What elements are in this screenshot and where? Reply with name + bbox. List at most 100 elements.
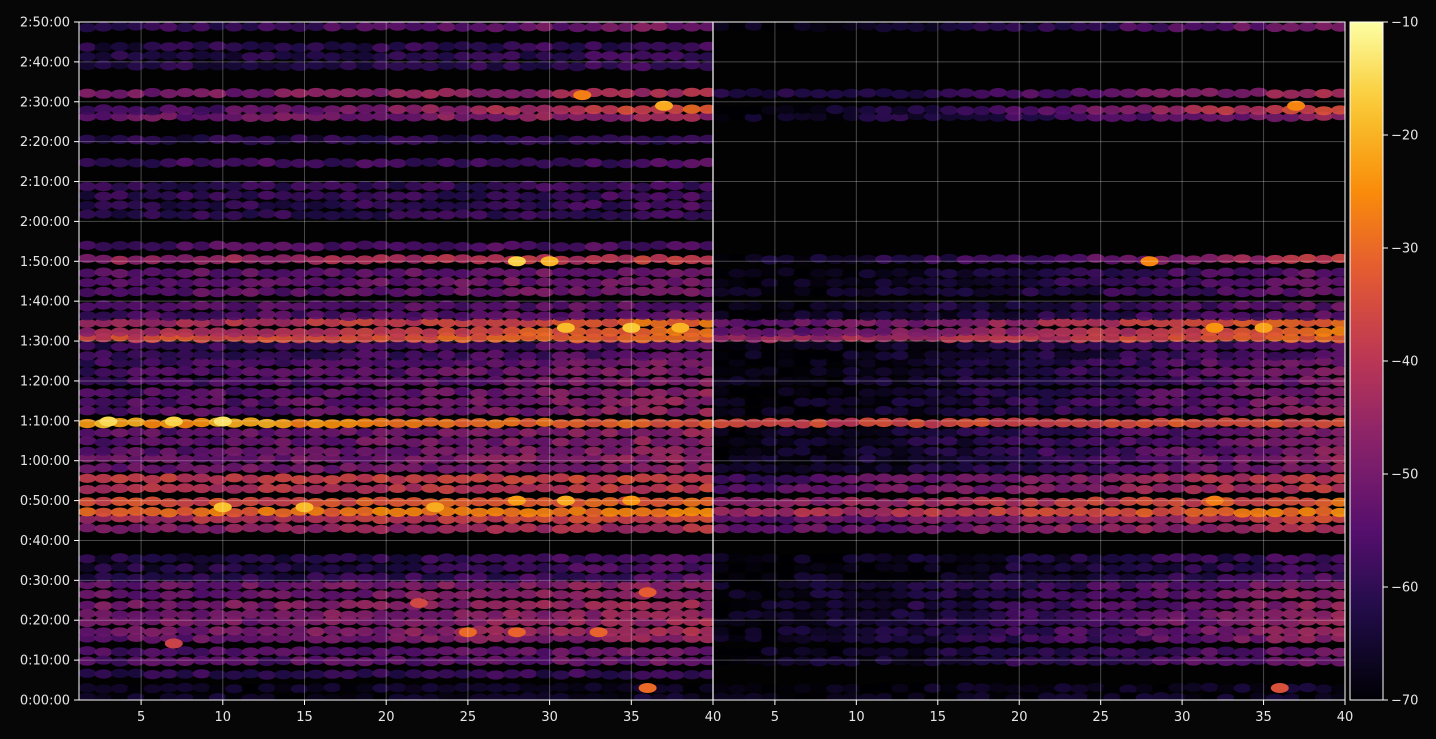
heat-cell bbox=[713, 513, 731, 523]
heat-cell bbox=[1119, 387, 1138, 397]
heat-cell bbox=[1103, 507, 1122, 517]
heat-cell bbox=[891, 656, 910, 666]
heat-cell bbox=[192, 341, 211, 351]
heat-cell bbox=[503, 683, 521, 693]
heat-cell bbox=[601, 269, 620, 279]
heat-cell bbox=[713, 340, 731, 350]
heat-cell bbox=[143, 514, 162, 525]
heat-cell bbox=[956, 633, 975, 643]
heat-cell bbox=[1233, 88, 1252, 99]
heat-cell bbox=[290, 407, 309, 417]
heat-cell bbox=[339, 455, 358, 465]
heat-cell bbox=[777, 311, 796, 321]
heat-cell bbox=[1200, 333, 1219, 343]
heat-cell bbox=[940, 317, 959, 327]
heat-cell bbox=[728, 326, 747, 336]
heat-cell bbox=[842, 277, 861, 287]
heat-cell bbox=[339, 42, 358, 52]
heat-cell bbox=[1233, 111, 1252, 121]
heat-cell bbox=[1200, 377, 1219, 387]
heat-cell bbox=[290, 600, 309, 610]
heat-cell bbox=[699, 157, 713, 167]
heat-cell bbox=[1314, 589, 1333, 599]
heat-cell bbox=[454, 41, 472, 51]
heat-cell bbox=[809, 507, 828, 517]
heat-cell bbox=[421, 317, 440, 327]
heat-cell bbox=[486, 446, 505, 456]
heat-cell bbox=[372, 524, 391, 535]
heat-cell bbox=[650, 627, 669, 637]
heat-cell bbox=[713, 310, 731, 320]
heat-cell bbox=[777, 112, 796, 122]
heat-cell bbox=[1217, 396, 1236, 406]
heat-cell bbox=[192, 241, 211, 251]
heat-cell bbox=[437, 350, 456, 360]
heat-cell bbox=[728, 350, 747, 360]
heat-cell bbox=[79, 507, 97, 517]
heat-cell bbox=[940, 287, 959, 297]
heat-cell bbox=[1037, 317, 1056, 327]
heat-cell bbox=[1103, 656, 1122, 666]
heat-cell bbox=[907, 436, 926, 447]
heat-cell bbox=[437, 157, 456, 167]
heat-cell bbox=[486, 42, 505, 53]
heat-cell bbox=[143, 447, 162, 457]
heat-cell bbox=[176, 61, 195, 71]
heat-cell bbox=[405, 617, 423, 628]
heat-cell bbox=[388, 497, 407, 507]
heat-cell bbox=[1184, 255, 1203, 265]
heat-cell bbox=[826, 367, 845, 378]
heat-cell bbox=[1217, 610, 1236, 620]
heat-cell bbox=[388, 51, 407, 61]
heat-cell bbox=[437, 300, 456, 310]
heat-cell bbox=[1037, 388, 1056, 398]
heat-cell bbox=[143, 436, 162, 447]
heat-cell bbox=[1233, 398, 1252, 408]
heat-cell bbox=[143, 496, 162, 506]
heat-cell bbox=[339, 553, 358, 563]
heat-cell bbox=[127, 286, 146, 297]
heat-cell bbox=[682, 388, 701, 398]
heat-cell bbox=[923, 111, 942, 122]
heat-cell bbox=[1037, 437, 1056, 447]
heat-cell bbox=[143, 610, 162, 620]
heat-cell bbox=[1168, 692, 1187, 700]
heat-cell bbox=[290, 242, 309, 252]
heat-cell bbox=[306, 181, 325, 191]
heat-cell bbox=[1298, 253, 1317, 264]
heat-cell bbox=[956, 496, 975, 506]
heat-cell bbox=[306, 523, 325, 534]
colorbar-tick-label: −10 bbox=[1391, 16, 1418, 31]
heat-cell bbox=[1331, 507, 1345, 518]
heat-cell bbox=[159, 564, 178, 574]
heat-cell bbox=[503, 333, 521, 343]
heat-cell bbox=[1070, 267, 1089, 277]
heat-cell bbox=[110, 553, 129, 563]
heat-cell bbox=[907, 328, 926, 338]
heat-cell bbox=[437, 190, 456, 200]
heat-cell bbox=[454, 646, 472, 657]
heat-cell bbox=[503, 397, 521, 407]
heat-cell bbox=[809, 301, 828, 311]
heat-cell bbox=[437, 572, 456, 582]
heat-cell bbox=[1119, 496, 1138, 506]
heat-cell bbox=[1005, 506, 1024, 516]
heat-hotspot bbox=[213, 416, 232, 427]
heat-cell bbox=[1054, 454, 1073, 464]
heat-cell bbox=[568, 286, 587, 296]
heat-cell bbox=[486, 358, 505, 368]
heat-cell bbox=[633, 473, 652, 483]
heat-cell bbox=[601, 563, 620, 573]
heat-cell bbox=[1217, 553, 1236, 563]
heat-cell bbox=[972, 342, 991, 352]
heat-cell bbox=[535, 210, 554, 220]
heat-cell bbox=[1119, 419, 1138, 429]
heat-cell bbox=[1070, 112, 1089, 122]
heat-cell bbox=[793, 22, 812, 31]
heat-cell bbox=[437, 41, 456, 52]
heat-cell bbox=[208, 240, 227, 250]
heat-cell bbox=[94, 627, 113, 637]
heat-cell bbox=[405, 42, 423, 52]
heat-cell bbox=[176, 134, 195, 144]
heat-cell bbox=[257, 278, 276, 288]
